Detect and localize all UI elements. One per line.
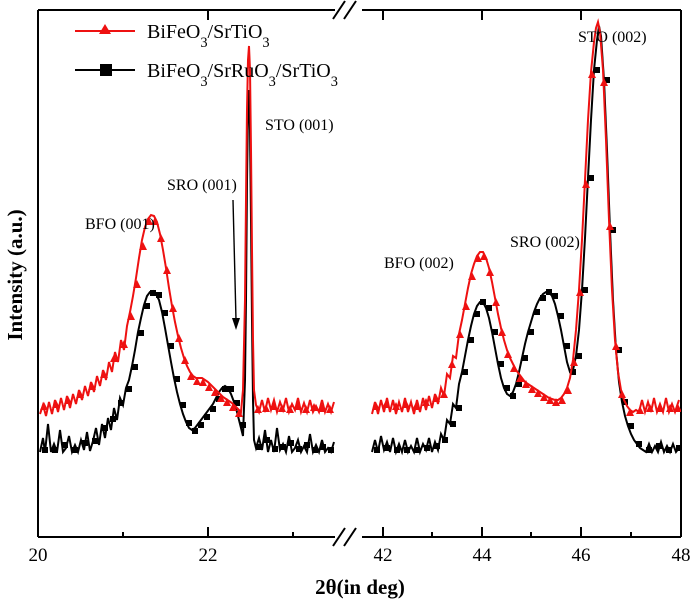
series-black-left-markers: [42, 290, 334, 453]
annotation-bfo-002: BFO (002): [384, 255, 454, 272]
y-axis-title: Intensity (a.u.): [3, 209, 27, 340]
annotation-sro-002: SRO (002): [510, 234, 580, 251]
legend: BiFeO3/SrTiO3 BiFeO3/SrRuO3/SrTiO3: [75, 21, 338, 90]
series-black-right: [371, 25, 680, 456]
xtick-42: 42: [374, 545, 393, 566]
xtick-46: 46: [572, 545, 591, 566]
series-red-right-markers: [372, 70, 681, 416]
x-axis-title: 2θ(in deg): [315, 575, 405, 599]
annotation-sro-001: SRO (001): [167, 177, 237, 194]
xtick-48: 48: [672, 545, 691, 566]
x-axis-ticks: [37, 10, 682, 537]
series-red-left-markers: [40, 217, 334, 417]
square-marker-icon: [100, 64, 112, 76]
annotation-bfo-001: BFO (001): [85, 216, 155, 233]
triangle-marker-icon: [99, 24, 111, 34]
annotation-sto-001: STO (001): [265, 117, 334, 134]
legend-entry-1: BiFeO3/SrTiO3: [75, 21, 270, 51]
right-panel-data: [371, 18, 681, 456]
annotation-sto-002: STO (002): [578, 29, 647, 46]
xtick-44: 44: [473, 545, 493, 566]
xtick-20: 20: [29, 545, 48, 566]
legend-label-1: BiFeO3/SrTiO3: [147, 21, 270, 51]
sro-001-leader-line: [232, 199, 240, 330]
plot-frame: [37, 0, 682, 547]
left-panel-data: [39, 45, 335, 456]
legend-entry-2: BiFeO3/SrRuO3/SrTiO3: [75, 60, 338, 90]
legend-label-2: BiFeO3/SrRuO3/SrTiO3: [147, 60, 338, 90]
series-black-left: [39, 89, 335, 456]
xtick-22: 22: [199, 545, 218, 566]
